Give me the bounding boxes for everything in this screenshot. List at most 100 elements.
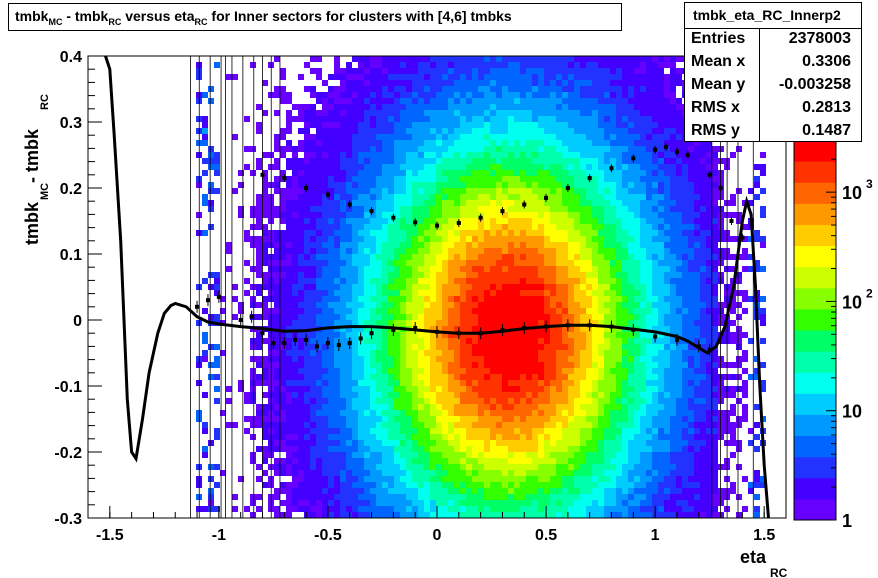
heatmap-cell	[490, 224, 496, 230]
heatmap-cell	[592, 74, 598, 80]
heatmap-cell	[514, 410, 520, 416]
heatmap-cell	[280, 236, 286, 242]
heatmap-cell	[604, 446, 610, 452]
heatmap-cell	[298, 476, 304, 482]
heatmap-cell	[298, 350, 304, 356]
heatmap-cell	[526, 182, 532, 188]
heatmap-cell	[478, 62, 484, 68]
heatmap-cell	[604, 242, 610, 248]
heatmap-cell	[346, 386, 352, 392]
heatmap-cell	[274, 428, 280, 434]
heatmap-cell	[520, 152, 526, 158]
heatmap-cell	[472, 188, 478, 194]
heatmap-cell	[640, 386, 646, 392]
heatmap-cell	[334, 512, 340, 518]
heatmap-cell	[370, 92, 376, 98]
heatmap-cell	[280, 128, 286, 134]
heatmap-cell	[550, 404, 556, 410]
heatmap-cell	[634, 458, 640, 464]
heatmap-cell	[508, 260, 514, 266]
heatmap-cell	[640, 344, 646, 350]
heatmap-cell	[520, 470, 526, 476]
heatmap-cell	[250, 212, 256, 218]
heatmap-cell	[490, 176, 496, 182]
heatmap-cell	[454, 128, 460, 134]
heatmap-cell	[616, 284, 622, 290]
heatmap-cell	[334, 488, 340, 494]
heatmap-cell	[364, 320, 370, 326]
heatmap-cell	[334, 260, 340, 266]
heatmap-cell	[508, 410, 514, 416]
heatmap-cell	[328, 158, 334, 164]
heatmap-cell	[346, 482, 352, 488]
heatmap-cell	[610, 56, 616, 62]
heatmap-cell	[394, 290, 400, 296]
heatmap-cell	[310, 200, 316, 206]
heatmap-cell	[280, 212, 286, 218]
heatmap-cell	[580, 302, 586, 308]
heatmap-cell	[280, 320, 286, 326]
heatmap-cell	[442, 128, 448, 134]
heatmap-cell	[556, 212, 562, 218]
heatmap-cell	[502, 242, 508, 248]
heatmap-cell	[496, 338, 502, 344]
heatmap-cell	[460, 308, 466, 314]
heatmap-cell	[604, 506, 610, 512]
heatmap-cell	[322, 116, 328, 122]
heatmap-cell	[628, 410, 634, 416]
heatmap-cell	[436, 386, 442, 392]
heatmap-cell	[400, 452, 406, 458]
heatmap-cell	[418, 476, 424, 482]
heatmap-cell	[550, 308, 556, 314]
heatmap-cell	[328, 452, 334, 458]
heatmap-cell	[334, 284, 340, 290]
heatmap-cell	[508, 92, 514, 98]
heatmap-cell	[610, 188, 616, 194]
heatmap-cell	[370, 104, 376, 110]
heatmap-cell	[334, 134, 340, 140]
heatmap-cell	[484, 290, 490, 296]
heatmap-cell	[574, 182, 580, 188]
heatmap-cell	[466, 320, 472, 326]
heatmap-cell	[502, 422, 508, 428]
heatmap-cell	[328, 398, 334, 404]
heatmap-cell	[334, 182, 340, 188]
heatmap-cell	[460, 422, 466, 428]
heatmap-cell	[376, 170, 382, 176]
heatmap-cell	[526, 56, 532, 62]
heatmap-cell	[214, 152, 220, 158]
heatmap-cell	[610, 206, 616, 212]
heatmap-cell	[394, 56, 400, 62]
heatmap-cell	[304, 356, 310, 362]
heatmap-cell	[352, 302, 358, 308]
heatmap-cell	[376, 332, 382, 338]
heatmap-cell	[496, 422, 502, 428]
heatmap-cell	[568, 302, 574, 308]
heatmap-cell	[322, 392, 328, 398]
heatmap-cell	[568, 278, 574, 284]
heatmap-cell	[550, 224, 556, 230]
heatmap-cell	[466, 440, 472, 446]
heatmap-cell	[520, 158, 526, 164]
heatmap-cell	[436, 248, 442, 254]
heatmap-cell	[532, 494, 538, 500]
heatmap-cell	[304, 188, 310, 194]
heatmap-cell	[316, 470, 322, 476]
heatmap-cell	[412, 494, 418, 500]
heatmap-cell	[568, 332, 574, 338]
heatmap-cell	[352, 416, 358, 422]
heatmap-cell	[508, 158, 514, 164]
heatmap-cell	[382, 392, 388, 398]
heatmap-cell	[508, 248, 514, 254]
heatmap-cell	[220, 296, 226, 302]
heatmap-cell	[424, 146, 430, 152]
heatmap-cell	[472, 290, 478, 296]
heatmap-cell	[556, 338, 562, 344]
heatmap-cell	[436, 470, 442, 476]
heatmap-cell	[622, 92, 628, 98]
heatmap-cell	[466, 494, 472, 500]
heatmap-cell	[502, 410, 508, 416]
heatmap-cell	[316, 476, 322, 482]
heatmap-cell	[460, 314, 466, 320]
